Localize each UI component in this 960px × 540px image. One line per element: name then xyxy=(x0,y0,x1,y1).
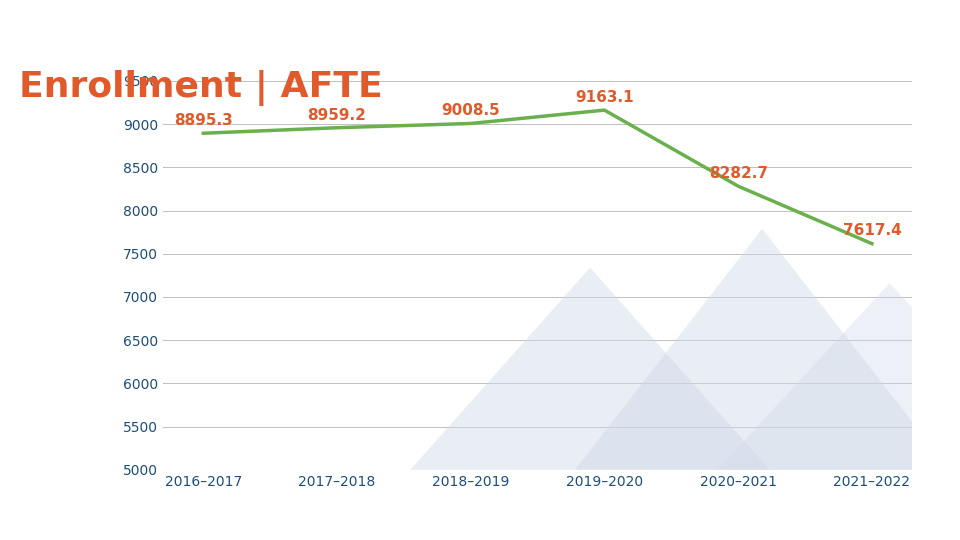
Text: 8895.3: 8895.3 xyxy=(174,113,232,128)
Text: 8959.2: 8959.2 xyxy=(307,107,367,123)
Text: 9163.1: 9163.1 xyxy=(575,90,634,105)
Polygon shape xyxy=(717,283,960,470)
Polygon shape xyxy=(410,268,770,470)
Text: 9008.5: 9008.5 xyxy=(442,103,500,118)
Text: 8282.7: 8282.7 xyxy=(708,166,768,181)
Text: Enrollment | AFTE: Enrollment | AFTE xyxy=(19,70,383,106)
Text: PIKES PEAK STATE COLLEGE: PIKES PEAK STATE COLLEGE xyxy=(305,505,655,526)
Text: 7617.4: 7617.4 xyxy=(843,224,901,239)
Polygon shape xyxy=(575,229,949,470)
